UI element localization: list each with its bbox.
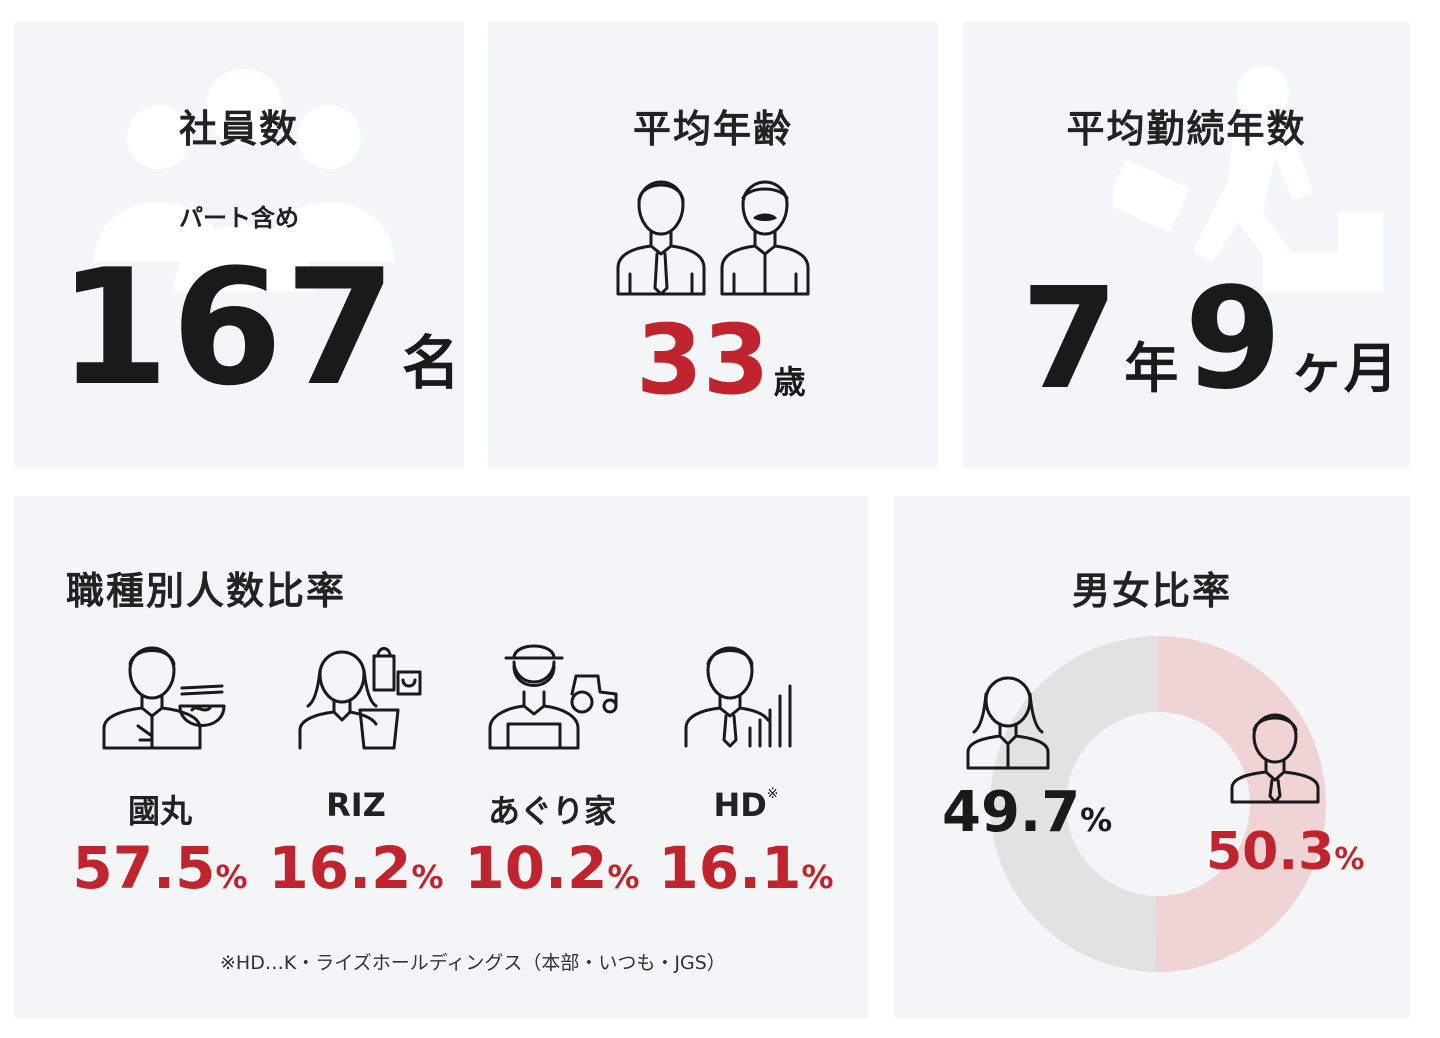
employees-title: 社員数 bbox=[178, 107, 299, 151]
employees-card: 社員数 パート含め 167名 bbox=[14, 22, 464, 468]
male-pct: 50.3% bbox=[1206, 822, 1364, 882]
job-value-riz: 16.2 bbox=[268, 834, 412, 902]
avg-age-value-row: 33 歳 bbox=[636, 310, 806, 410]
stairs-climb-icon bbox=[1113, 66, 1383, 292]
young-man-icon bbox=[616, 180, 706, 296]
job-value-hd: 16.1 bbox=[658, 834, 802, 902]
job-pct-kokumaru: 57.5% bbox=[50, 834, 270, 902]
female-pct: 49.7% bbox=[942, 780, 1112, 845]
chef-ramen-icon bbox=[102, 646, 226, 750]
male-value: 50.3 bbox=[1206, 822, 1335, 882]
avg-age-card: 平均年齢 33 歳 bbox=[488, 22, 938, 468]
farmer-tractor-icon bbox=[488, 644, 618, 750]
employees-note: パート含め bbox=[179, 204, 299, 232]
avg-age-value: 33 bbox=[636, 304, 770, 416]
job-pct-agriya: 10.2% bbox=[442, 834, 662, 902]
job-name-hd-text: HD bbox=[713, 786, 767, 824]
job-unit-agriya: % bbox=[607, 858, 640, 896]
tenure-card: 平均勤続年数 7 年9 ヶ月 bbox=[963, 22, 1410, 468]
job-value-kokumaru: 57.5 bbox=[72, 834, 216, 902]
tenure-value-row: 7 年9 ヶ月 bbox=[1021, 270, 1398, 410]
woman-icon bbox=[966, 676, 1050, 770]
avg-age-title: 平均年齢 bbox=[632, 107, 793, 151]
job-name-riz: RIZ bbox=[326, 786, 386, 824]
employees-value-row: 167名 bbox=[58, 248, 460, 408]
job-name-hd: HD※ bbox=[656, 786, 836, 824]
job-unit-hd: % bbox=[801, 858, 834, 896]
job-footnote: ※HD…K・ライズホールディングス（本部・いつも・JGS） bbox=[220, 952, 726, 974]
woman-shopping-icon bbox=[298, 647, 422, 750]
tenure-years: 7 bbox=[1021, 258, 1119, 421]
job-pct-riz: 16.2% bbox=[246, 834, 466, 902]
job-unit-riz: % bbox=[411, 858, 444, 896]
job-value-agriya: 10.2 bbox=[464, 834, 608, 902]
male-unit: % bbox=[1334, 842, 1365, 877]
job-pct-hd: 16.1% bbox=[636, 834, 856, 902]
businessman-chart-icon bbox=[684, 646, 792, 748]
avg-age-unit: 歳 bbox=[773, 363, 806, 401]
group-people-icon bbox=[94, 69, 394, 292]
man-icon bbox=[1230, 713, 1320, 804]
gender-title: 男女比率 bbox=[1071, 569, 1232, 613]
job-ratio-title: 職種別人数比率 bbox=[66, 569, 347, 613]
tenure-title: 平均勤続年数 bbox=[1066, 107, 1307, 151]
job-ratio-card: 職種別人数比率 國丸 57.5% RIZ 16.2% bbox=[14, 496, 868, 1018]
gender-ratio-card: 男女比率 49.7% 50.3% bbox=[894, 496, 1410, 1018]
job-name-kokumaru: 國丸 bbox=[127, 792, 192, 830]
job-name-hd-mark: ※ bbox=[766, 786, 779, 802]
tenure-years-unit: 年 bbox=[1124, 337, 1179, 400]
job-unit-kokumaru: % bbox=[215, 858, 248, 896]
donut-slice-female bbox=[990, 636, 1158, 972]
employees-value: 167 bbox=[58, 234, 398, 421]
job-name-agriya: あぐり家 bbox=[487, 792, 616, 830]
older-man-icon bbox=[720, 180, 810, 296]
female-value: 49.7 bbox=[942, 780, 1081, 845]
tenure-months-unit: ヶ月 bbox=[1289, 337, 1398, 400]
female-unit: % bbox=[1080, 801, 1113, 839]
tenure-months: 9 bbox=[1184, 258, 1282, 421]
employees-unit: 名 bbox=[401, 329, 460, 397]
